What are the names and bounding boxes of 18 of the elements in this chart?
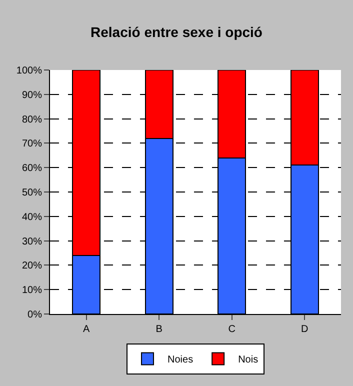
- x-tick-label: A: [83, 324, 90, 335]
- legend-label: Nois: [238, 354, 258, 366]
- y-tick-label: 10%: [22, 285, 42, 296]
- y-tick-label: 50%: [22, 188, 42, 198]
- x-tick-label: D: [301, 324, 308, 335]
- y-tick-label: 20%: [22, 260, 42, 272]
- y-tick-label: 0%: [28, 310, 42, 320]
- y-tick-label: 90%: [22, 90, 42, 101]
- y-tick-label: 30%: [22, 236, 42, 248]
- x-tick-label: B: [156, 324, 163, 335]
- y-tick-label: 70%: [22, 138, 42, 150]
- y-tick-label: 60%: [22, 163, 42, 174]
- y-tick-label: 40%: [22, 212, 42, 223]
- legend-label: Noies: [168, 354, 194, 366]
- y-tick-label: 80%: [22, 114, 42, 126]
- y-tick-label: 100%: [16, 66, 42, 76]
- chart-title: Relació entre sexe i opció: [90, 24, 262, 40]
- x-tick-label: C: [228, 324, 236, 335]
